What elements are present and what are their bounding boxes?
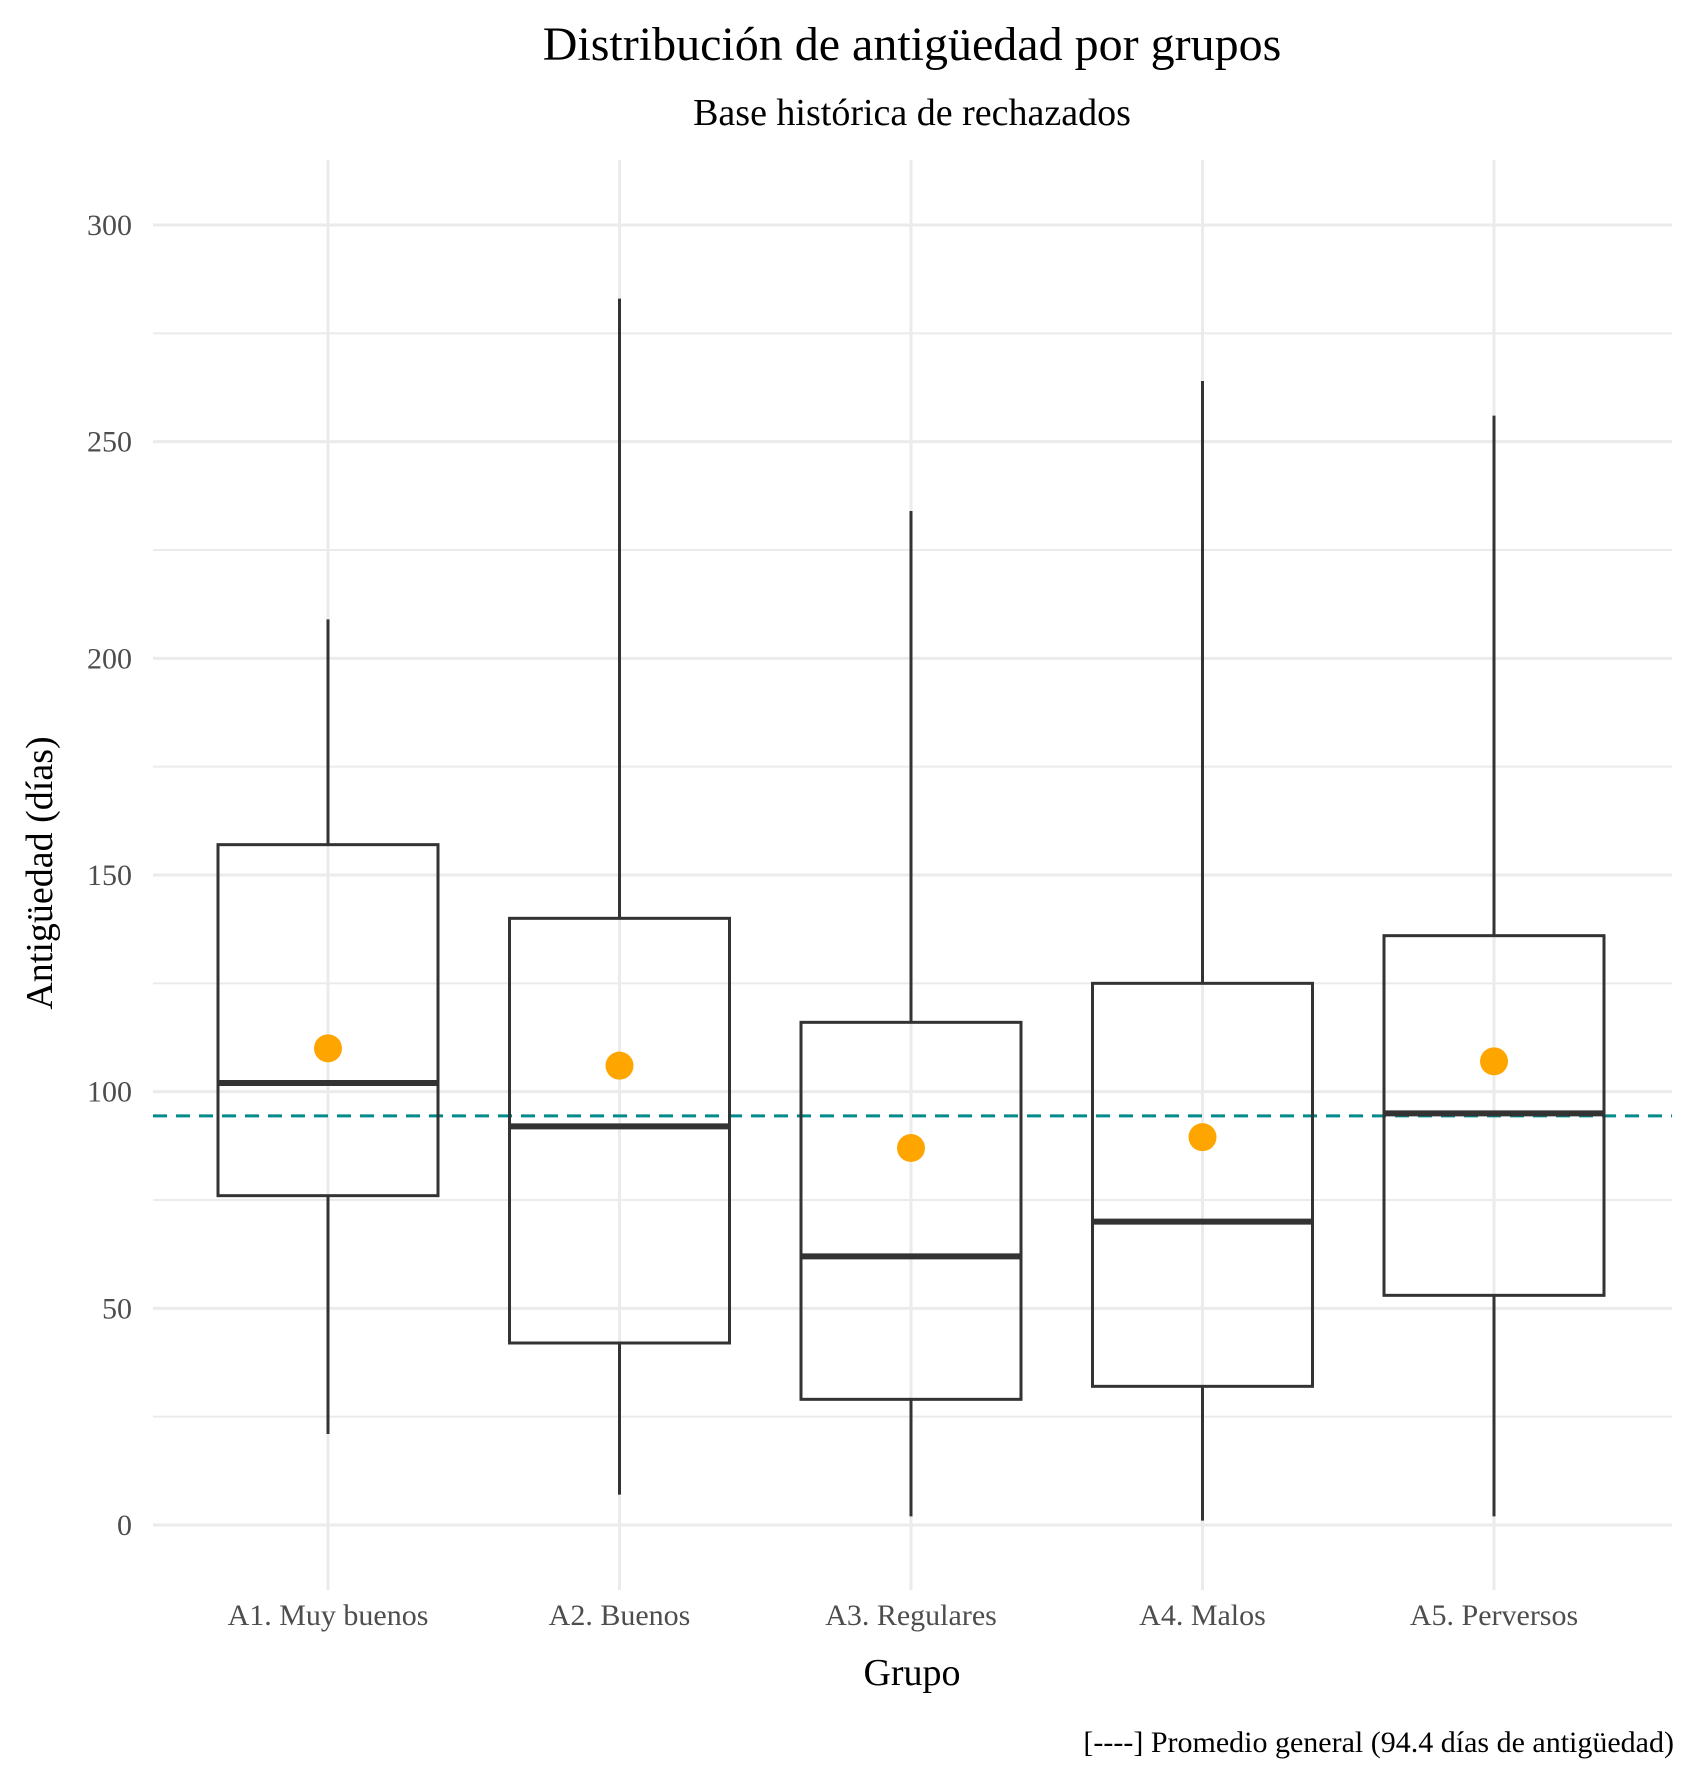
box-1 bbox=[216, 619, 440, 1434]
x-tick-label: A3. Regulares bbox=[825, 1599, 997, 1632]
x-tick-label: A2. Buenos bbox=[549, 1599, 691, 1632]
box-layer bbox=[216, 298, 1606, 1521]
mean-point-2 bbox=[605, 1051, 634, 1080]
y-tick-label: 0 bbox=[117, 1509, 132, 1542]
y-tick-label: 250 bbox=[87, 426, 132, 459]
mean-point-1 bbox=[314, 1034, 342, 1063]
mean-point-4 bbox=[1188, 1123, 1217, 1152]
chart-subtitle: Base histórica de rechazados bbox=[693, 92, 1131, 134]
y-tick-label: 200 bbox=[87, 642, 132, 675]
box-3 bbox=[799, 511, 1023, 1517]
y-axis-title: Antigüedad (días) bbox=[19, 736, 61, 1009]
x-axis-title: Grupo bbox=[863, 1652, 960, 1694]
x-tick-label: A1. Muy buenos bbox=[228, 1599, 429, 1632]
box-iqr bbox=[799, 1020, 1023, 1401]
box-4 bbox=[1091, 381, 1314, 1521]
y-tick-label: 100 bbox=[87, 1076, 132, 1109]
y-tick-label: 50 bbox=[102, 1292, 132, 1325]
chart-title: Distribución de antigüedad por grupos bbox=[543, 18, 1282, 71]
mean-point-5 bbox=[1480, 1047, 1508, 1076]
x-tick-label: A4. Malos bbox=[1139, 1599, 1266, 1632]
y-tick-label: 150 bbox=[87, 859, 132, 892]
box-iqr bbox=[216, 843, 440, 1198]
chart-caption: [----] Promedio general (94.4 días de an… bbox=[1083, 1726, 1674, 1759]
tick-label-layer: 0 50 100 150 200 250 300 A1. Muy buenos A2. Buen… bbox=[87, 209, 1578, 1632]
box-5 bbox=[1382, 415, 1606, 1517]
x-tick-label: A5. Perversos bbox=[1410, 1599, 1578, 1632]
mean-point-3 bbox=[897, 1134, 925, 1162]
mean-point-layer bbox=[314, 1034, 1508, 1162]
box-iqr bbox=[1091, 981, 1314, 1388]
box-iqr bbox=[508, 916, 731, 1345]
box-2 bbox=[508, 298, 731, 1495]
y-tick-label: 300 bbox=[87, 209, 132, 242]
